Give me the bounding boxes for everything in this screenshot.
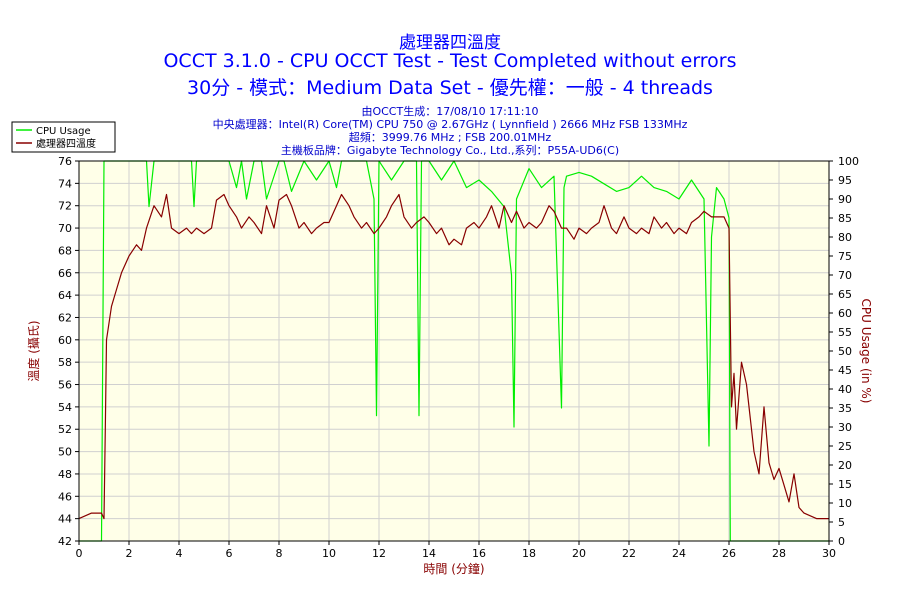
left-tick-label: 50 bbox=[58, 446, 72, 459]
cpu-info: 中央處理器：Intel(R) Core(TM) CPU 750 @ 2.67GH… bbox=[212, 118, 688, 131]
y-axis-label: 溫度 (攝氏) bbox=[26, 320, 41, 381]
right-axis-ticks: 0 5 10 15 20 25 30 35 40 45 50 55 60 65 70 75 80 85 90 95 10… bbox=[829, 155, 859, 548]
right-tick-label: 35 bbox=[838, 402, 852, 415]
y2-axis-label: CPU Usage (in %) bbox=[859, 299, 873, 404]
left-tick-label: 74 bbox=[58, 177, 72, 190]
series-line-temperature bbox=[78, 193, 829, 520]
legend-label-temperature: 處理器四溫度 bbox=[36, 137, 96, 150]
left-tick-label: 48 bbox=[58, 468, 72, 481]
right-tick-label: 30 bbox=[838, 421, 852, 434]
right-tick-label: 80 bbox=[838, 231, 852, 244]
x-tick-label: 22 bbox=[622, 547, 636, 560]
right-tick-label: 85 bbox=[838, 212, 852, 225]
right-tick-label: 70 bbox=[838, 269, 852, 282]
left-tick-label: 52 bbox=[58, 423, 72, 436]
left-axis-ticks: 42 44 46 48 50 52 54 56 58 60 62 64 66 68 70 72 74 76 bbox=[58, 155, 79, 548]
right-tick-label: 20 bbox=[838, 459, 852, 472]
x-tick-label: 6 bbox=[226, 547, 233, 560]
left-tick-label: 66 bbox=[58, 267, 72, 280]
left-tick-label: 62 bbox=[58, 311, 72, 324]
left-tick-label: 54 bbox=[58, 401, 72, 414]
right-tick-label: 40 bbox=[838, 383, 852, 396]
right-tick-label: 50 bbox=[838, 345, 852, 358]
left-tick-label: 58 bbox=[58, 356, 72, 369]
right-tick-label: 10 bbox=[838, 497, 852, 510]
left-tick-label: 60 bbox=[58, 334, 72, 347]
left-tick-label: 42 bbox=[58, 535, 72, 548]
x-tick-label: 2 bbox=[126, 547, 133, 560]
x-tick-label: 14 bbox=[422, 547, 436, 560]
x-tick-label: 16 bbox=[472, 547, 486, 560]
overclock-info: 超頻：3999.76 MHz ; FSB 200.01MHz bbox=[348, 131, 552, 144]
x-tick-label: 30 bbox=[822, 547, 836, 560]
legend: CPU Usage 處理器四溫度 bbox=[11, 121, 116, 153]
right-tick-label: 60 bbox=[838, 307, 852, 320]
x-tick-label: 0 bbox=[76, 547, 83, 560]
x-tick-label: 10 bbox=[322, 547, 336, 560]
plot-area bbox=[79, 161, 829, 541]
left-tick-label: 72 bbox=[58, 200, 72, 213]
legend-box bbox=[11, 121, 116, 153]
right-tick-label: 65 bbox=[838, 288, 852, 301]
right-tick-label: 95 bbox=[838, 174, 852, 187]
left-tick-label: 70 bbox=[58, 222, 72, 235]
motherboard-info: 主機板品牌：Gigabyte Technology Co., Ltd.,系列：P… bbox=[280, 144, 620, 157]
right-tick-label: 15 bbox=[838, 478, 852, 491]
x-tick-label: 12 bbox=[372, 547, 386, 560]
left-tick-label: 64 bbox=[58, 289, 72, 302]
right-tick-label: 55 bbox=[838, 326, 852, 339]
chart-title: 處理器四溫度 bbox=[399, 33, 501, 53]
right-tick-label: 0 bbox=[838, 535, 845, 548]
right-tick-label: 90 bbox=[838, 193, 852, 206]
x-axis-label: 時間 (分鐘) bbox=[423, 561, 484, 576]
x-tick-label: 18 bbox=[522, 547, 536, 560]
x-tick-label: 24 bbox=[672, 547, 686, 560]
right-tick-label: 75 bbox=[838, 250, 852, 263]
x-tick-label: 4 bbox=[176, 547, 183, 560]
left-tick-label: 68 bbox=[58, 244, 72, 257]
x-tick-label: 26 bbox=[722, 547, 736, 560]
right-tick-label: 5 bbox=[838, 516, 845, 529]
legend-label-cpu-usage: CPU Usage bbox=[36, 126, 91, 137]
chart-subtitle: OCCT 3.1.0 - CPU OCCT Test - Test Comple… bbox=[163, 50, 737, 72]
right-tick-label: 45 bbox=[838, 364, 852, 377]
right-tick-label: 25 bbox=[838, 440, 852, 453]
right-tick-label: 100 bbox=[838, 155, 859, 168]
x-tick-label: 8 bbox=[276, 547, 283, 560]
x-tick-label: 20 bbox=[572, 547, 586, 560]
x-tick-label: 28 bbox=[772, 547, 786, 560]
left-tick-label: 56 bbox=[58, 379, 72, 392]
left-tick-label: 76 bbox=[58, 155, 72, 168]
x-axis-ticks: 0 2 4 6 8 10 12 14 16 18 20 22 24 26 28 30 bbox=[76, 541, 836, 560]
left-tick-label: 44 bbox=[58, 513, 72, 526]
left-tick-label: 46 bbox=[58, 490, 72, 503]
generated-info: 由OCCT生成：17/08/10 17:11:10 bbox=[361, 105, 539, 118]
chart-test-settings: 30分 - 模式：Medium Data Set - 優先權：一般 - 4 th… bbox=[187, 77, 713, 99]
